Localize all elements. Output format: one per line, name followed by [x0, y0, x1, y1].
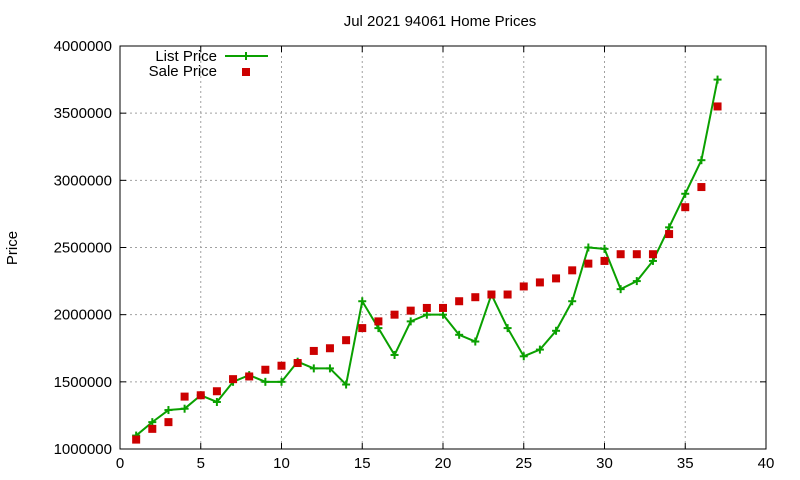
- sale-price-point: [164, 418, 173, 427]
- list-price-point: [568, 297, 577, 306]
- sale-price-point: [374, 317, 383, 326]
- sale-price-point: [277, 361, 286, 370]
- list-price-point: [277, 377, 286, 386]
- list-price-point: [309, 364, 318, 373]
- sale-price-point: [681, 203, 690, 212]
- sale-price-point: [439, 303, 447, 312]
- sale-price-point: [568, 266, 577, 275]
- list-price-point: [535, 345, 544, 354]
- sale-price-point: [471, 293, 480, 302]
- sale-price-point: [535, 278, 544, 287]
- axis-ticks: 0 5 10 15 20 25 30 35 40 1000000 1500000 2000000 250…: [54, 38, 775, 472]
- sale-price-point: [148, 424, 157, 433]
- y-tick-label: 2500000: [54, 240, 112, 257]
- y-tick-label: 1500000: [54, 374, 112, 391]
- x-tick-label: 15: [354, 455, 371, 472]
- sale-price-point: [697, 183, 706, 192]
- sale-price-point: [632, 250, 641, 259]
- sale-price-point: [132, 435, 141, 444]
- sale-price-point: [293, 359, 302, 368]
- list-price-point: [261, 377, 270, 386]
- y-tick-label: 3500000: [54, 105, 112, 122]
- legend-marker-sale-price: [242, 68, 250, 76]
- sale-price-point: [229, 375, 238, 384]
- x-tick-label: 30: [596, 455, 613, 472]
- list-price-point: [681, 189, 690, 198]
- legend: List Price Sale Price: [149, 48, 268, 80]
- list-price-point: [406, 317, 415, 326]
- sale-price-point: [519, 282, 528, 291]
- list-price-point: [632, 277, 641, 286]
- sale-price-point: [713, 102, 722, 111]
- series-layer: [132, 75, 722, 444]
- sale-price-point: [390, 310, 399, 319]
- list-price-point: [519, 352, 528, 361]
- list-price-point: [616, 285, 625, 294]
- list-price-point: [342, 380, 351, 389]
- y-tick-label: 2000000: [54, 307, 112, 324]
- sale-price-point: [665, 230, 674, 239]
- y-tick-label: 3000000: [54, 172, 112, 189]
- sale-price-point: [455, 297, 464, 306]
- list-price-point: [552, 326, 561, 335]
- list-price-point: [164, 406, 173, 415]
- list-price-point: [422, 310, 431, 319]
- list-price-point: [455, 330, 464, 339]
- sale-price-point: [325, 344, 334, 353]
- sale-price-point: [600, 256, 609, 265]
- list-price-point: [665, 223, 674, 232]
- legend-marker-list-price: [242, 52, 250, 60]
- sale-price-point: [180, 392, 189, 401]
- sale-price-point: [212, 387, 221, 396]
- sale-price-point: [616, 250, 625, 259]
- x-tick-label: 10: [273, 455, 290, 472]
- list-price-point: [471, 337, 480, 346]
- list-price-point: [584, 243, 593, 252]
- x-tick-label: 0: [116, 455, 124, 472]
- x-tick-label: 35: [677, 455, 694, 472]
- sale-price-point: [552, 274, 561, 283]
- legend-label-sale-price: Sale Price: [149, 63, 217, 80]
- list-price-point: [374, 324, 383, 333]
- list-price-point: [358, 297, 367, 306]
- list-price-point: [648, 256, 657, 265]
- list-price-point: [713, 75, 722, 84]
- list-price-point: [439, 310, 447, 319]
- list-price-point: [148, 418, 157, 427]
- list-price-point: [180, 404, 189, 413]
- sale-price-point: [503, 290, 512, 299]
- sale-price-point: [196, 391, 205, 400]
- sale-price-point: [422, 303, 431, 312]
- x-tick-label: 5: [197, 455, 205, 472]
- x-tick-label: 20: [435, 455, 452, 472]
- sale-price-point: [584, 259, 593, 268]
- sale-price-point: [648, 250, 657, 259]
- list-price-point: [390, 350, 399, 359]
- chart-title: Jul 2021 94061 Home Prices: [344, 13, 537, 30]
- legend-label-list-price: List Price: [155, 48, 217, 65]
- x-tick-label: 40: [758, 455, 775, 472]
- y-tick-label: 4000000: [54, 38, 112, 55]
- list-price-point: [212, 397, 221, 406]
- y-tick-label: 1000000: [54, 441, 112, 458]
- x-tick-label: 25: [515, 455, 532, 472]
- sale-price-point: [342, 336, 351, 345]
- list-price-point: [503, 324, 512, 333]
- sale-price-point: [406, 306, 415, 315]
- sale-price-point: [309, 346, 318, 355]
- sale-price-point: [487, 290, 496, 299]
- sale-price-point: [245, 372, 254, 381]
- list-price-point: [325, 364, 334, 373]
- series-sale-price: [132, 102, 722, 444]
- plot-frame: [119, 45, 767, 450]
- sale-price-point: [358, 324, 367, 333]
- sale-price-point: [261, 365, 270, 374]
- list-price-point: [600, 244, 609, 253]
- y-axis-label: Price: [4, 231, 21, 265]
- list-price-point: [697, 156, 706, 165]
